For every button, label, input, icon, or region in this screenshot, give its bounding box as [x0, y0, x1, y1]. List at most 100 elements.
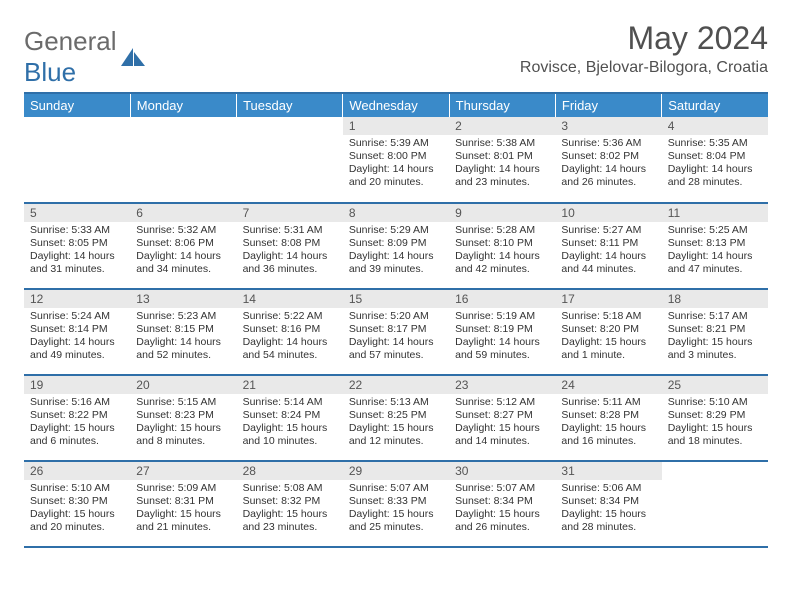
calendar-week-row: 12Sunrise: 5:24 AMSunset: 8:14 PMDayligh… — [24, 289, 768, 375]
day-detail: Sunrise: 5:36 AMSunset: 8:02 PMDaylight:… — [555, 135, 661, 194]
day-number: 27 — [130, 462, 236, 480]
day-detail: Sunrise: 5:38 AMSunset: 8:01 PMDaylight:… — [449, 135, 555, 194]
weekday-header: Tuesday — [237, 93, 343, 117]
day-detail — [130, 121, 236, 171]
day-number: 24 — [555, 376, 661, 394]
day-number: 7 — [237, 204, 343, 222]
day-number: 22 — [343, 376, 449, 394]
day-detail: Sunrise: 5:13 AMSunset: 8:25 PMDaylight:… — [343, 394, 449, 453]
day-number: 25 — [662, 376, 768, 394]
calendar-day-cell: 18Sunrise: 5:17 AMSunset: 8:21 PMDayligh… — [662, 289, 768, 375]
calendar-day-cell: 23Sunrise: 5:12 AMSunset: 8:27 PMDayligh… — [449, 375, 555, 461]
day-number: 17 — [555, 290, 661, 308]
calendar-day-cell — [24, 117, 130, 203]
calendar-day-cell: 5Sunrise: 5:33 AMSunset: 8:05 PMDaylight… — [24, 203, 130, 289]
day-number: 16 — [449, 290, 555, 308]
calendar-day-cell: 17Sunrise: 5:18 AMSunset: 8:20 PMDayligh… — [555, 289, 661, 375]
calendar-day-cell — [662, 461, 768, 547]
day-number: 11 — [662, 204, 768, 222]
day-number: 5 — [24, 204, 130, 222]
day-detail: Sunrise: 5:29 AMSunset: 8:09 PMDaylight:… — [343, 222, 449, 281]
sail-icon — [119, 46, 147, 68]
day-number: 9 — [449, 204, 555, 222]
day-detail: Sunrise: 5:33 AMSunset: 8:05 PMDaylight:… — [24, 222, 130, 281]
weekday-header: Thursday — [449, 93, 555, 117]
day-detail: Sunrise: 5:17 AMSunset: 8:21 PMDaylight:… — [662, 308, 768, 367]
weekday-header-row: Sunday Monday Tuesday Wednesday Thursday… — [24, 93, 768, 117]
calendar-day-cell: 20Sunrise: 5:15 AMSunset: 8:23 PMDayligh… — [130, 375, 236, 461]
calendar-day-cell: 31Sunrise: 5:06 AMSunset: 8:34 PMDayligh… — [555, 461, 661, 547]
calendar-week-row: 1Sunrise: 5:39 AMSunset: 8:00 PMDaylight… — [24, 117, 768, 203]
calendar-day-cell — [237, 117, 343, 203]
day-number: 3 — [555, 117, 661, 135]
day-detail: Sunrise: 5:20 AMSunset: 8:17 PMDaylight:… — [343, 308, 449, 367]
calendar-day-cell: 21Sunrise: 5:14 AMSunset: 8:24 PMDayligh… — [237, 375, 343, 461]
day-detail: Sunrise: 5:19 AMSunset: 8:19 PMDaylight:… — [449, 308, 555, 367]
weekday-header: Friday — [555, 93, 661, 117]
day-detail: Sunrise: 5:39 AMSunset: 8:00 PMDaylight:… — [343, 135, 449, 194]
day-number: 21 — [237, 376, 343, 394]
calendar-day-cell: 15Sunrise: 5:20 AMSunset: 8:17 PMDayligh… — [343, 289, 449, 375]
day-detail: Sunrise: 5:32 AMSunset: 8:06 PMDaylight:… — [130, 222, 236, 281]
calendar-table: Sunday Monday Tuesday Wednesday Thursday… — [24, 92, 768, 548]
calendar-week-row: 5Sunrise: 5:33 AMSunset: 8:05 PMDaylight… — [24, 203, 768, 289]
day-detail: Sunrise: 5:07 AMSunset: 8:33 PMDaylight:… — [343, 480, 449, 539]
calendar-day-cell: 19Sunrise: 5:16 AMSunset: 8:22 PMDayligh… — [24, 375, 130, 461]
calendar-day-cell: 7Sunrise: 5:31 AMSunset: 8:08 PMDaylight… — [237, 203, 343, 289]
day-detail: Sunrise: 5:12 AMSunset: 8:27 PMDaylight:… — [449, 394, 555, 453]
calendar-day-cell: 28Sunrise: 5:08 AMSunset: 8:32 PMDayligh… — [237, 461, 343, 547]
day-number: 13 — [130, 290, 236, 308]
day-detail: Sunrise: 5:27 AMSunset: 8:11 PMDaylight:… — [555, 222, 661, 281]
day-detail: Sunrise: 5:10 AMSunset: 8:29 PMDaylight:… — [662, 394, 768, 453]
calendar-day-cell: 3Sunrise: 5:36 AMSunset: 8:02 PMDaylight… — [555, 117, 661, 203]
calendar-day-cell: 2Sunrise: 5:38 AMSunset: 8:01 PMDaylight… — [449, 117, 555, 203]
day-number: 6 — [130, 204, 236, 222]
day-number: 28 — [237, 462, 343, 480]
calendar-day-cell: 4Sunrise: 5:35 AMSunset: 8:04 PMDaylight… — [662, 117, 768, 203]
day-detail: Sunrise: 5:22 AMSunset: 8:16 PMDaylight:… — [237, 308, 343, 367]
calendar-day-cell — [130, 117, 236, 203]
day-number: 1 — [343, 117, 449, 135]
day-number: 10 — [555, 204, 661, 222]
day-detail: Sunrise: 5:14 AMSunset: 8:24 PMDaylight:… — [237, 394, 343, 453]
header: General Blue May 2024 Rovisce, Bjelovar-… — [24, 20, 768, 88]
calendar-week-row: 26Sunrise: 5:10 AMSunset: 8:30 PMDayligh… — [24, 461, 768, 547]
day-detail: Sunrise: 5:28 AMSunset: 8:10 PMDaylight:… — [449, 222, 555, 281]
calendar-day-cell: 29Sunrise: 5:07 AMSunset: 8:33 PMDayligh… — [343, 461, 449, 547]
day-detail: Sunrise: 5:25 AMSunset: 8:13 PMDaylight:… — [662, 222, 768, 281]
day-number: 26 — [24, 462, 130, 480]
day-detail — [24, 121, 130, 171]
day-detail: Sunrise: 5:31 AMSunset: 8:08 PMDaylight:… — [237, 222, 343, 281]
day-number: 19 — [24, 376, 130, 394]
calendar-day-cell: 16Sunrise: 5:19 AMSunset: 8:19 PMDayligh… — [449, 289, 555, 375]
month-title: May 2024 — [520, 20, 768, 57]
calendar-week-row: 19Sunrise: 5:16 AMSunset: 8:22 PMDayligh… — [24, 375, 768, 461]
day-number: 18 — [662, 290, 768, 308]
brand-logo: General Blue — [24, 26, 147, 88]
day-number: 4 — [662, 117, 768, 135]
calendar-day-cell: 9Sunrise: 5:28 AMSunset: 8:10 PMDaylight… — [449, 203, 555, 289]
calendar-day-cell: 24Sunrise: 5:11 AMSunset: 8:28 PMDayligh… — [555, 375, 661, 461]
brand-name-part1: General — [24, 26, 117, 56]
day-detail: Sunrise: 5:35 AMSunset: 8:04 PMDaylight:… — [662, 135, 768, 194]
calendar-day-cell: 8Sunrise: 5:29 AMSunset: 8:09 PMDaylight… — [343, 203, 449, 289]
title-block: May 2024 Rovisce, Bjelovar-Bilogora, Cro… — [520, 20, 768, 83]
day-detail: Sunrise: 5:06 AMSunset: 8:34 PMDaylight:… — [555, 480, 661, 539]
calendar-day-cell: 26Sunrise: 5:10 AMSunset: 8:30 PMDayligh… — [24, 461, 130, 547]
day-detail: Sunrise: 5:10 AMSunset: 8:30 PMDaylight:… — [24, 480, 130, 539]
brand-name: General Blue — [24, 26, 117, 88]
calendar-day-cell: 1Sunrise: 5:39 AMSunset: 8:00 PMDaylight… — [343, 117, 449, 203]
day-number: 15 — [343, 290, 449, 308]
day-number: 14 — [237, 290, 343, 308]
calendar-day-cell: 10Sunrise: 5:27 AMSunset: 8:11 PMDayligh… — [555, 203, 661, 289]
location: Rovisce, Bjelovar-Bilogora, Croatia — [520, 59, 768, 77]
day-detail: Sunrise: 5:08 AMSunset: 8:32 PMDaylight:… — [237, 480, 343, 539]
day-detail — [662, 466, 768, 516]
day-number: 20 — [130, 376, 236, 394]
day-number: 31 — [555, 462, 661, 480]
calendar-day-cell: 11Sunrise: 5:25 AMSunset: 8:13 PMDayligh… — [662, 203, 768, 289]
day-detail: Sunrise: 5:23 AMSunset: 8:15 PMDaylight:… — [130, 308, 236, 367]
calendar-day-cell: 6Sunrise: 5:32 AMSunset: 8:06 PMDaylight… — [130, 203, 236, 289]
weekday-header: Sunday — [24, 93, 130, 117]
calendar-day-cell: 13Sunrise: 5:23 AMSunset: 8:15 PMDayligh… — [130, 289, 236, 375]
